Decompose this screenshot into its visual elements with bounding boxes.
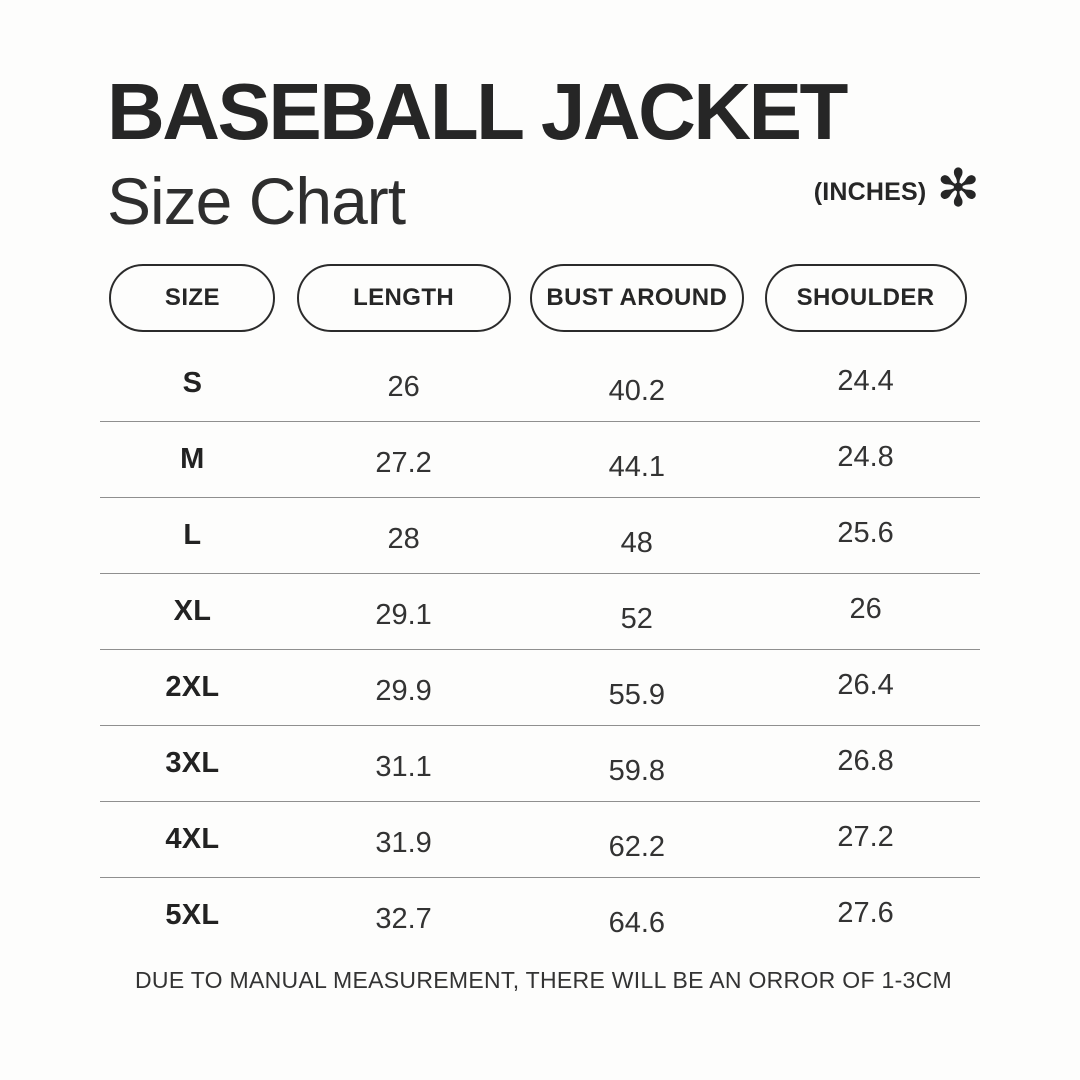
table-row: 2XL 29.9 55.9 26.4 <box>100 650 980 726</box>
bust-around-cell: 59.8 <box>608 755 666 787</box>
table-row: 3XL 31.1 59.8 26.8 <box>100 726 980 802</box>
shoulder-cell: 27.6 <box>837 897 894 929</box>
length-cell: 31.1 <box>375 751 432 783</box>
size-cell: XL <box>173 595 212 627</box>
bust-around-cell: 64.6 <box>608 907 666 939</box>
bust-around-cell: 48 <box>620 527 653 559</box>
table-row: 5XL 32.7 64.6 27.6 <box>100 878 980 953</box>
shoulder-header-pill: SHOULDER <box>764 264 967 332</box>
page-subtitle: Size Chart <box>107 164 406 238</box>
bust-around-header-pill: BUST AROUND <box>529 264 744 332</box>
table-row: S 26 40.2 24.4 <box>100 346 980 422</box>
page-title: BASEBALL JACKET <box>107 67 848 156</box>
length-cell: 31.9 <box>375 827 432 859</box>
shoulder-cell: 26 <box>849 593 882 625</box>
size-cell: 2XL <box>165 671 220 703</box>
column-header-bust-around: BUST AROUND <box>522 264 751 332</box>
table-row: M 27.2 44.1 24.8 <box>100 422 980 498</box>
bust-around-cell: 40.2 <box>608 375 666 407</box>
size-cell: 5XL <box>165 899 220 931</box>
length-cell: 29.9 <box>375 675 432 707</box>
size-header-pill: SIZE <box>109 264 276 332</box>
bust-around-cell: 55.9 <box>608 679 666 711</box>
bust-around-cell: 52 <box>620 603 653 635</box>
asterisk-icon: ✻ <box>936 159 980 219</box>
column-header-length: LENGTH <box>285 264 523 332</box>
size-cell: S <box>182 367 203 399</box>
column-header-shoulder: SHOULDER <box>751 264 980 332</box>
table-row: L 28 48 25.6 <box>100 498 980 574</box>
bust-around-cell: 44.1 <box>608 451 666 483</box>
length-cell: 28 <box>387 523 420 555</box>
size-cell: 4XL <box>165 823 220 855</box>
length-header-pill: LENGTH <box>296 264 511 332</box>
shoulder-cell: 26.8 <box>837 745 894 777</box>
shoulder-cell: 27.2 <box>837 821 894 853</box>
table-body: S 26 40.2 24.4 M 27.2 44.1 24.8 L 28 48 … <box>100 346 980 953</box>
shoulder-cell: 25.6 <box>837 517 894 549</box>
table-row: XL 29.1 52 26 <box>100 574 980 650</box>
length-cell: 32.7 <box>375 903 432 935</box>
shoulder-cell: 24.8 <box>837 441 894 473</box>
table-row: 4XL 31.9 62.2 27.2 <box>100 802 980 878</box>
measurement-note: DUE TO MANUAL MEASUREMENT, THERE WILL BE… <box>135 967 952 993</box>
length-cell: 26 <box>387 371 420 403</box>
size-table: SIZE LENGTH BUST AROUND SHOULDER S 26 40… <box>100 264 980 953</box>
table-header-row: SIZE LENGTH BUST AROUND SHOULDER <box>100 264 980 346</box>
bust-around-cell: 62.2 <box>608 831 666 863</box>
column-header-size: SIZE <box>100 264 285 332</box>
length-cell: 29.1 <box>375 599 432 631</box>
unit-label: (INCHES) <box>813 178 927 207</box>
size-cell: 3XL <box>165 747 220 779</box>
unit-indicator: (INCHES) ✻ <box>813 159 980 219</box>
subtitle-row: Size Chart (INCHES) ✻ <box>107 159 980 238</box>
shoulder-cell: 26.4 <box>837 669 894 701</box>
length-cell: 27.2 <box>375 447 432 479</box>
size-cell: M <box>180 443 205 475</box>
size-cell: L <box>183 519 202 551</box>
shoulder-cell: 24.4 <box>837 365 894 397</box>
